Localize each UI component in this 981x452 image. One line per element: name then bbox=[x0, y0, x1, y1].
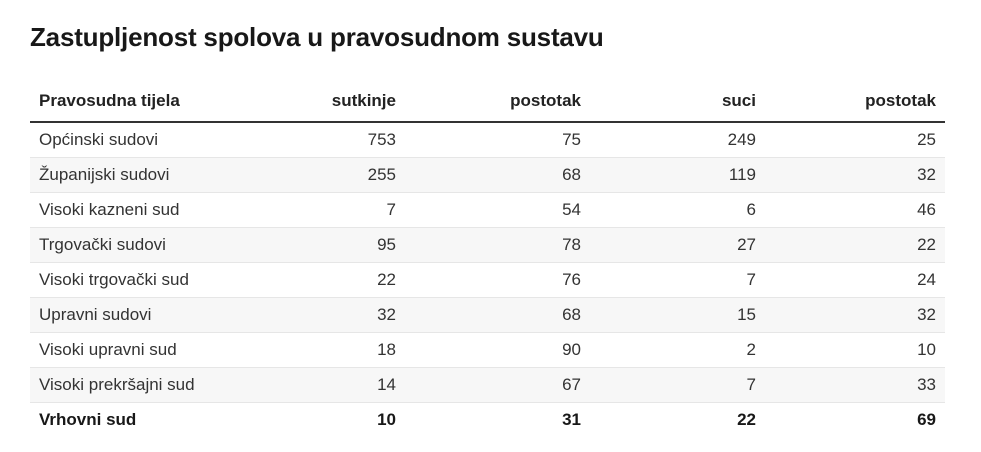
cell-postotak-suci: 22 bbox=[765, 227, 945, 263]
cell-suci: 6 bbox=[590, 192, 765, 228]
cell-postotak-sutkinje: 78 bbox=[405, 227, 590, 263]
cell-suci: 7 bbox=[590, 262, 765, 298]
cell-suci: 15 bbox=[590, 297, 765, 333]
column-header-postotak-suci: postotak bbox=[765, 80, 945, 123]
cell-suci: 7 bbox=[590, 367, 765, 403]
cell-sutkinje: 95 bbox=[220, 227, 405, 263]
cell-court: Visoki prekršajni sud bbox=[30, 367, 220, 403]
cell-court: Trgovački sudovi bbox=[30, 227, 220, 263]
cell-postotak-sutkinje: 68 bbox=[405, 157, 590, 193]
chart-title: Zastupljenost spolova u pravosudnom sust… bbox=[30, 22, 604, 52]
column-header-suci: suci bbox=[590, 80, 765, 123]
cell-postotak-suci: 33 bbox=[765, 367, 945, 403]
cell-postotak-sutkinje: 31 bbox=[405, 402, 590, 437]
column-header-sutkinje: sutkinje bbox=[220, 80, 405, 123]
cell-postotak-suci: 24 bbox=[765, 262, 945, 298]
cell-court: Visoki upravni sud bbox=[30, 332, 220, 368]
table-row: Vrhovni sud 10 31 22 69 bbox=[30, 402, 945, 437]
cell-suci: 2 bbox=[590, 332, 765, 368]
data-table: Pravosudna tijela sutkinje postotak suci… bbox=[30, 80, 945, 437]
cell-court: Visoki kazneni sud bbox=[30, 192, 220, 228]
cell-suci: 27 bbox=[590, 227, 765, 263]
cell-suci: 119 bbox=[590, 157, 765, 193]
table-row: Upravni sudovi 32 68 15 32 bbox=[30, 297, 945, 333]
cell-suci: 22 bbox=[590, 402, 765, 437]
cell-court: Upravni sudovi bbox=[30, 297, 220, 333]
table-row: Općinski sudovi 753 75 249 25 bbox=[30, 122, 945, 158]
cell-postotak-suci: 69 bbox=[765, 402, 945, 437]
cell-sutkinje: 22 bbox=[220, 262, 405, 298]
table-row: Županijski sudovi 255 68 119 32 bbox=[30, 157, 945, 193]
column-header-pravosudna-tijela: Pravosudna tijela bbox=[30, 80, 220, 123]
cell-postotak-sutkinje: 90 bbox=[405, 332, 590, 368]
table-body: Općinski sudovi 753 75 249 25 Županijski sudo… bbox=[30, 122, 945, 437]
cell-postotak-sutkinje: 75 bbox=[405, 122, 590, 158]
cell-postotak-sutkinje: 54 bbox=[405, 192, 590, 228]
cell-postotak-sutkinje: 76 bbox=[405, 262, 590, 298]
cell-sutkinje: 14 bbox=[220, 367, 405, 403]
column-header-postotak-sutkinje: postotak bbox=[405, 80, 590, 123]
cell-suci: 249 bbox=[590, 122, 765, 158]
cell-sutkinje: 255 bbox=[220, 157, 405, 193]
cell-postotak-suci: 32 bbox=[765, 157, 945, 193]
cell-postotak-suci: 46 bbox=[765, 192, 945, 228]
cell-postotak-suci: 32 bbox=[765, 297, 945, 333]
table-row: Visoki trgovački sud 22 76 7 24 bbox=[30, 262, 945, 298]
header-row: Pravosudna tijela sutkinje postotak suci… bbox=[30, 80, 945, 123]
cell-sutkinje: 32 bbox=[220, 297, 405, 333]
table-row: Visoki prekršajni sud 14 67 7 33 bbox=[30, 367, 945, 403]
cell-postotak-suci: 10 bbox=[765, 332, 945, 368]
cell-postotak-sutkinje: 67 bbox=[405, 367, 590, 403]
table-row: Trgovački sudovi 95 78 27 22 bbox=[30, 227, 945, 263]
cell-sutkinje: 753 bbox=[220, 122, 405, 158]
cell-court: Vrhovni sud bbox=[30, 402, 220, 437]
cell-sutkinje: 10 bbox=[220, 402, 405, 437]
cell-sutkinje: 7 bbox=[220, 192, 405, 228]
cell-court: Županijski sudovi bbox=[30, 157, 220, 193]
cell-postotak-suci: 25 bbox=[765, 122, 945, 158]
cell-postotak-sutkinje: 68 bbox=[405, 297, 590, 333]
cell-court: Visoki trgovački sud bbox=[30, 262, 220, 298]
table-row: Visoki upravni sud 18 90 2 10 bbox=[30, 332, 945, 368]
cell-sutkinje: 18 bbox=[220, 332, 405, 368]
cell-court: Općinski sudovi bbox=[30, 122, 220, 158]
table-row: Visoki kazneni sud 7 54 6 46 bbox=[30, 192, 945, 228]
